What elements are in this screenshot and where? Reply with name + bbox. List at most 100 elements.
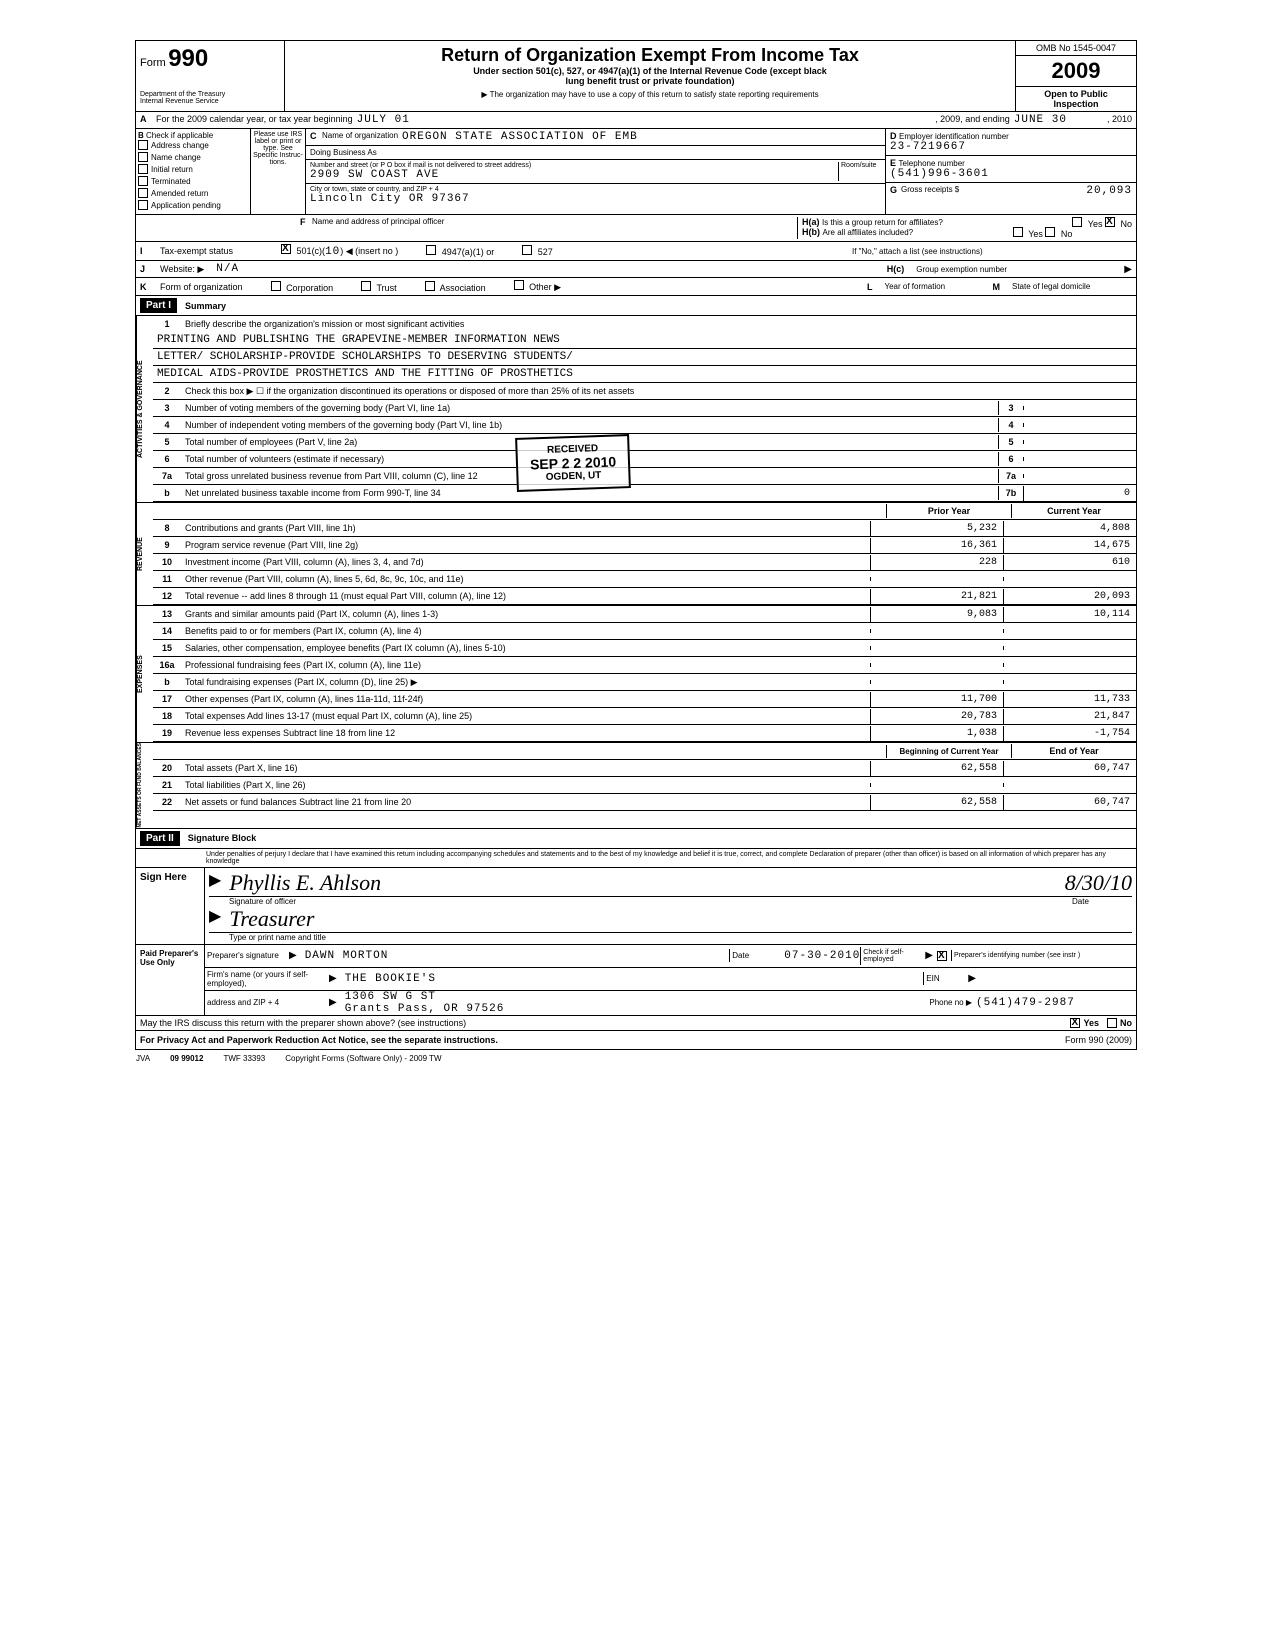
501c-box[interactable] — [281, 244, 291, 254]
firm-ein-label: EIN — [923, 972, 968, 985]
revenue-section: REVENUE Prior Year Current Year 8 Contri… — [136, 503, 1136, 606]
sig-date: 8/30/10 — [1065, 870, 1132, 896]
part1-title: Summary — [185, 301, 226, 311]
4947-box[interactable] — [426, 245, 436, 255]
form-990-container: Form 990 Department of the Treasury Inte… — [135, 40, 1137, 1050]
part2-title: Signature Block — [188, 833, 257, 843]
form-label: Form — [140, 57, 166, 69]
received-stamp: RECEIVED SEP 2 2 2010 OGDEN, UT — [515, 434, 631, 492]
line-val-label: 7a — [998, 469, 1023, 483]
val-current: 610 — [1003, 555, 1136, 570]
data-row: 13 Grants and similar amounts paid (Part… — [153, 606, 1136, 623]
discuss-yes-box[interactable] — [1070, 1018, 1080, 1028]
line1-num: 1 — [153, 317, 181, 331]
l-text: Year of formation — [885, 282, 985, 291]
tax-exempt-label: Tax-exempt status — [160, 246, 233, 256]
line-text: Number of voting members of the governin… — [181, 401, 998, 415]
ha-no-box[interactable] — [1105, 217, 1115, 227]
prep-arrow: ▶ — [289, 950, 297, 961]
line-text: Other revenue (Part VIII, column (A), li… — [181, 572, 870, 586]
line-num: 4 — [153, 418, 181, 432]
501c-label: 501(c)( — [297, 246, 326, 256]
mission-line3: MEDICAL AIDS-PROVIDE PROSTHETICS AND THE… — [153, 365, 1136, 383]
label-b: B — [138, 131, 144, 140]
assoc-label: Association — [440, 283, 486, 293]
firm-phone: (541)479-2987 — [976, 997, 1136, 1009]
checkbox-initial[interactable] — [138, 164, 148, 174]
m-text: State of legal domicile — [1012, 282, 1132, 291]
row-i: I Tax-exempt status 501(c)(10) ◀ (insert… — [136, 242, 1136, 261]
line-val-label: 5 — [998, 435, 1023, 449]
discuss-text: May the IRS discuss this return with the… — [140, 1018, 466, 1028]
firm-name: THE BOOKIE'S — [345, 973, 436, 985]
discuss-no-box[interactable] — [1107, 1018, 1117, 1028]
checkbox-name-change[interactable] — [138, 152, 148, 162]
amended-label: Amended return — [151, 189, 208, 198]
officer-signature: Phyllis E. Ahlson — [229, 870, 381, 896]
terminated-label: Terminated — [151, 177, 191, 186]
form-ref: Form 990 (2009) — [1065, 1035, 1132, 1045]
corp-box[interactable] — [271, 281, 281, 291]
501c-num: 10 — [325, 246, 340, 258]
addr-change-label: Address change — [151, 141, 209, 150]
ha-yes-box[interactable] — [1072, 217, 1082, 227]
line-val — [1023, 457, 1136, 461]
discuss-no: No — [1120, 1018, 1132, 1028]
data-row: 21 Total liabilities (Part X, line 26) — [153, 777, 1136, 794]
self-emp-box[interactable] — [937, 951, 947, 961]
hb-text: Are all affiliates included? — [823, 228, 914, 237]
val-current: 60,747 — [1003, 795, 1136, 810]
checkbox-addr-change[interactable] — [138, 140, 148, 150]
subtitle1: Under section 501(c), 527, or 4947(a)(1)… — [289, 66, 1011, 76]
begin-year-hdr: Beginning of Current Year — [886, 745, 1011, 758]
ha-yes: Yes — [1088, 219, 1103, 229]
other-box[interactable] — [514, 280, 524, 290]
footer-code: 09 99012 — [170, 1054, 203, 1063]
col-main-info: C Name of organization OREGON STATE ASSO… — [306, 129, 885, 214]
officer-label: Name and address of principal officer — [312, 217, 444, 239]
mission-line1: PRINTING AND PUBLISHING THE GRAPEVINE-ME… — [153, 332, 1136, 348]
firm-addr2: Grants Pass, OR 97526 — [345, 1003, 505, 1015]
sign-here-row: Sign Here ▶ Phyllis E. Ahlson 8/30/10 Si… — [136, 868, 1136, 945]
trust-label: Trust — [376, 283, 396, 293]
hb-yes: Yes — [1028, 229, 1043, 239]
checkbox-pending[interactable] — [138, 200, 148, 210]
assoc-box[interactable] — [425, 281, 435, 291]
hb-no-box[interactable] — [1045, 227, 1055, 237]
gross-value: 20,093 — [1086, 185, 1132, 197]
tax-year: 2009 — [1016, 56, 1136, 86]
paid-preparer-row: Paid Preparer's Use Only Preparer's sign… — [136, 945, 1136, 1016]
label-j: J — [140, 264, 152, 274]
line-num: 15 — [153, 641, 181, 655]
527-box[interactable] — [522, 245, 532, 255]
dept-treasury: Department of the Treasury — [140, 91, 280, 98]
label-c: C — [310, 131, 322, 143]
room-label: Room/suite — [838, 162, 881, 181]
line2-text: Check this box ▶ ☐ if the organization d… — [181, 384, 1136, 399]
label-a: A — [140, 114, 156, 126]
label-d: D — [890, 131, 897, 141]
checkbox-amended[interactable] — [138, 188, 148, 198]
line-val-label: 4 — [998, 418, 1023, 432]
checkbox-terminated[interactable] — [138, 176, 148, 186]
sig-title-label: Type or print name and title — [229, 933, 1132, 942]
form-number-cell: Form 990 Department of the Treasury Inte… — [136, 41, 285, 111]
val-prior: 9,083 — [870, 607, 1003, 622]
trust-box[interactable] — [361, 281, 371, 291]
val-current: 14,675 — [1003, 538, 1136, 553]
hc-text: Group exemption number — [916, 265, 1116, 274]
501c-end: ) ◀ (insert no ) — [340, 246, 398, 256]
label-hb: H(b) — [802, 227, 820, 237]
sig-arrow1: ▶ — [209, 870, 221, 896]
perjury-text: Under penalties of perjury I declare tha… — [136, 849, 1136, 868]
ein-arrow: ▶ — [968, 973, 976, 984]
line-num: 3 — [153, 401, 181, 415]
hb-yes-box[interactable] — [1013, 227, 1023, 237]
val-prior: 21,821 — [870, 589, 1003, 604]
line-text: Program service revenue (Part VIII, line… — [181, 538, 870, 552]
dba-label: Doing Business As — [310, 148, 377, 157]
sign-here-label: Sign Here — [136, 868, 205, 944]
data-row: 17 Other expenses (Part IX, column (A), … — [153, 691, 1136, 708]
line-num: 11 — [153, 572, 181, 586]
prep-date: 07-30-2010 — [784, 950, 860, 962]
